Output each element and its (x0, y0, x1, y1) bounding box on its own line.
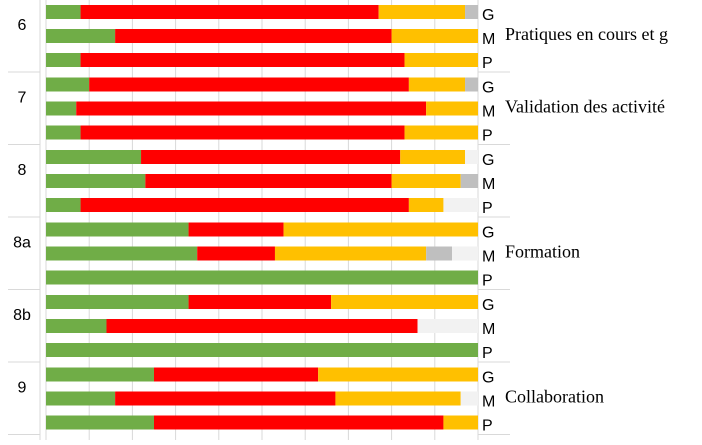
bar-segment (465, 5, 478, 19)
category-label: G (482, 297, 494, 314)
category-label: G (482, 225, 494, 242)
bar-segment (46, 270, 478, 285)
bar-segment (46, 5, 81, 19)
bar-segment (408, 77, 466, 92)
bar-segment (46, 319, 107, 333)
bar-segment (115, 29, 392, 43)
bar-segment (188, 295, 332, 309)
bar-segment (80, 53, 405, 67)
category-label: P (482, 55, 493, 72)
bar-segment (465, 77, 478, 92)
bar-segment (408, 198, 444, 212)
bar-segment (378, 5, 466, 19)
group-annotation: Pratiques en cours et g (505, 24, 668, 44)
bar-segment (46, 101, 77, 116)
bar-segment (46, 77, 90, 92)
bar-segment (460, 174, 478, 188)
bar-segment (46, 415, 154, 430)
bar-segment (46, 246, 198, 261)
bar-segment (46, 222, 189, 237)
bar-segment (141, 150, 401, 164)
bar-segment (274, 246, 427, 261)
category-label: G (482, 80, 494, 97)
group-label: 6 (18, 17, 27, 34)
bar-segment (46, 295, 189, 309)
category-label: M (482, 104, 495, 121)
bar-segment (417, 319, 478, 333)
category-label: P (482, 200, 493, 217)
bar-segment (465, 150, 478, 164)
category-label: M (482, 249, 495, 266)
bar-segment (46, 367, 154, 382)
bar-segment (404, 53, 478, 67)
bar-segment (426, 101, 478, 116)
category-label: G (482, 152, 494, 169)
group-label: 8b (13, 307, 31, 324)
bar-segment (46, 198, 81, 212)
bar-segment (80, 125, 405, 140)
bar-segment (188, 222, 284, 237)
bar-segment (154, 415, 444, 430)
bar-segment (404, 125, 478, 140)
bar-segment (443, 198, 478, 212)
bar-segment (106, 319, 418, 333)
category-label: M (482, 321, 495, 338)
group-label: 7 (18, 90, 27, 107)
bar-segment (46, 391, 116, 406)
bar-segment (335, 391, 461, 406)
group-annotation: Formation (505, 242, 580, 262)
bar-segment (46, 174, 146, 188)
bar-segment (318, 367, 478, 382)
bar-segment (89, 77, 409, 92)
bar-segment (46, 53, 81, 67)
category-label: M (482, 31, 495, 48)
bar-segment (452, 246, 478, 261)
category-label: M (482, 176, 495, 193)
bar-segment (145, 174, 392, 188)
bar-segment (331, 295, 478, 309)
category-label: G (482, 7, 494, 24)
category-label: P (482, 418, 493, 435)
group-label: 9 (18, 380, 27, 397)
bar-segment (46, 150, 142, 164)
bar-segment (400, 150, 466, 164)
group-annotation: Validation des activité (505, 97, 665, 117)
bar-segment (115, 391, 336, 406)
bar-segment (197, 246, 275, 261)
bar-segment (443, 415, 478, 430)
category-label: M (482, 394, 495, 411)
bar-segment (76, 101, 427, 116)
bar-segment (46, 29, 116, 43)
group-label: 8 (18, 162, 27, 179)
category-label: P (482, 273, 493, 290)
bar-segment (154, 367, 319, 382)
bar-segment (46, 343, 478, 357)
bar-segment (391, 174, 461, 188)
bar-segment (391, 29, 478, 43)
category-label: G (482, 370, 494, 387)
bar-segment (460, 391, 478, 406)
category-label: P (482, 345, 493, 362)
group-annotation: Collaboration (505, 387, 604, 407)
bar-segment (46, 125, 81, 140)
category-label: P (482, 128, 493, 145)
group-label: 8a (13, 235, 31, 252)
bar-segment (283, 222, 478, 237)
bar-segment (80, 198, 409, 212)
bar-segment (80, 5, 379, 19)
bar-segment (426, 246, 453, 261)
